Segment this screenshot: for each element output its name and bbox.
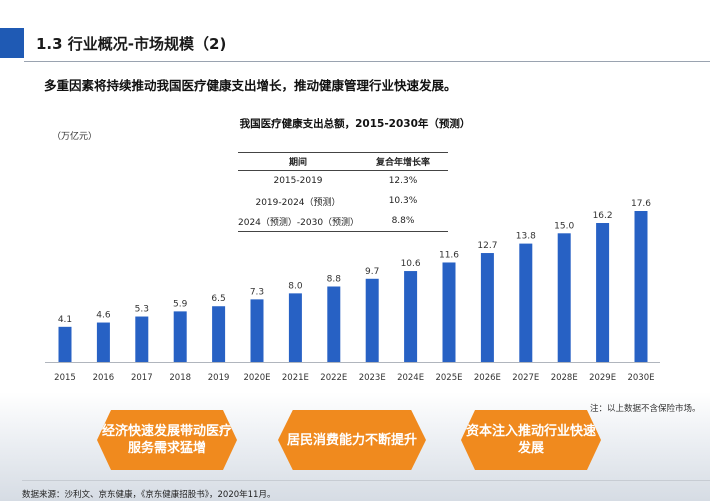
- chart-title: 我国医疗健康支出总额，2015-2030年（预测）: [239, 118, 471, 130]
- x-tick-label-2025E: 2025E: [435, 373, 462, 383]
- x-tick-label-2023E: 2023E: [359, 373, 386, 383]
- bar-2017: [135, 316, 149, 362]
- data-label-2029E: 16.2: [593, 211, 613, 221]
- data-label-2025E: 11.6: [439, 250, 459, 260]
- driver-label: 资本注入推动行业快速 发展: [465, 424, 596, 456]
- bar-2019: [212, 306, 226, 362]
- data-label-2017: 5.3: [135, 305, 149, 315]
- x-tick-label-2021E: 2021E: [282, 373, 309, 383]
- data-label-2023E: 9.7: [365, 267, 379, 277]
- data-label-2026E: 12.7: [477, 241, 497, 251]
- x-tick-label-2016: 2016: [93, 373, 115, 383]
- bar-2022E: [327, 286, 341, 362]
- data-label-2019: 6.5: [211, 294, 225, 304]
- page-subtitle: 多重因素将持续推动我国医疗健康支出增长，推动健康管理行业快速发展。: [44, 78, 457, 93]
- x-tick-label-2028E: 2028E: [551, 373, 578, 383]
- title-divider: [24, 61, 710, 62]
- driver-consumption-capacity: 居民消费能力不断提升: [278, 410, 426, 470]
- cagr-rate: 12.3%: [388, 176, 418, 186]
- data-label-2022E: 8.8: [327, 275, 342, 285]
- driver-label: 居民消费能力不断提升: [286, 432, 417, 448]
- cagr-row: 2015-2019 12.3%: [238, 171, 448, 192]
- bar-2025E: [442, 262, 456, 362]
- data-label-2018: 5.9: [173, 299, 188, 309]
- driver-capital-injection: 资本注入推动行业快速 发展: [461, 410, 601, 470]
- data-label-2024E: 10.6: [401, 259, 421, 269]
- cagr-period: 2019-2024（预测）: [255, 197, 341, 208]
- bar-2021E: [288, 293, 302, 362]
- bar-2018: [173, 311, 187, 362]
- cagr-table: 期间 复合年增长率 2015-2019 12.3% 2019-2024（预测） …: [238, 152, 448, 232]
- bar-2020E: [250, 299, 264, 362]
- x-tick-label-2018: 2018: [169, 373, 191, 383]
- cagr-row: 2024（预测）-2030（预测） 8.8%: [238, 211, 448, 232]
- bar-2026E: [480, 253, 494, 362]
- cagr-period: 2024（预测）-2030（预测）: [238, 211, 359, 232]
- bar-2030E: [634, 211, 648, 362]
- cagr-header-period: 期间: [238, 152, 358, 171]
- data-label-2021E: 8.0: [288, 281, 303, 291]
- cagr-header-rate: 复合年增长率: [358, 152, 448, 171]
- x-tick-label-2030E: 2030E: [627, 373, 654, 383]
- chart-unit-label: （万亿元）: [52, 132, 98, 142]
- x-tick-label-2017: 2017: [131, 373, 153, 383]
- x-tick-label-2022E: 2022E: [320, 373, 347, 383]
- title-accent-bar: [0, 28, 24, 58]
- data-label-2030E: 17.6: [631, 199, 651, 209]
- cagr-period: 2015-2019: [273, 176, 323, 186]
- bar-2023E: [365, 278, 379, 362]
- footer-divider: [22, 480, 710, 481]
- chart-note: 注：以上数据不含保险市场。: [590, 404, 701, 414]
- cagr-table-header: 期间 复合年增长率: [238, 152, 448, 171]
- bar-2024E: [404, 271, 418, 362]
- bar-2015: [58, 326, 72, 362]
- x-tick-label-2024E: 2024E: [397, 373, 424, 383]
- data-label-2016: 4.6: [96, 311, 111, 321]
- bar-2028E: [557, 233, 571, 362]
- bar-2029E: [596, 223, 610, 362]
- data-source: 数据来源：沙利文、京东健康，《京东健康招股书》，2020年11月。: [22, 490, 276, 500]
- x-tick-label-2019: 2019: [208, 373, 230, 383]
- bar-2027E: [519, 243, 533, 362]
- x-tick-label-2027E: 2027E: [512, 373, 539, 383]
- x-tick-label-2029E: 2029E: [589, 373, 616, 383]
- driver-economic-growth: 经济快速发展带动医疗 服务需求猛增: [97, 410, 237, 470]
- bar-2016: [96, 322, 110, 362]
- data-label-2020E: 7.3: [250, 287, 264, 297]
- x-tick-label-2015: 2015: [54, 373, 76, 383]
- cagr-rate: 10.3%: [388, 196, 418, 206]
- data-label-2015: 4.1: [58, 315, 72, 325]
- page-title: 1.3 行业概况-市场规模（2): [36, 35, 227, 53]
- data-label-2027E: 13.8: [516, 232, 536, 242]
- x-tick-label-2020E: 2020E: [243, 373, 270, 383]
- driver-label: 经济快速发展带动医疗 服务需求猛增: [101, 424, 232, 456]
- data-label-2028E: 15.0: [554, 221, 574, 231]
- x-tick-label-2026E: 2026E: [474, 373, 501, 383]
- cagr-rate: 8.8%: [358, 211, 448, 232]
- bar-chart: 4.1 2015 4.6 2016 5.3 2017 5.9 2018 6.5 2019 7.3 20…: [45, 199, 660, 383]
- cagr-row: 2019-2024（预测） 10.3%: [238, 191, 448, 211]
